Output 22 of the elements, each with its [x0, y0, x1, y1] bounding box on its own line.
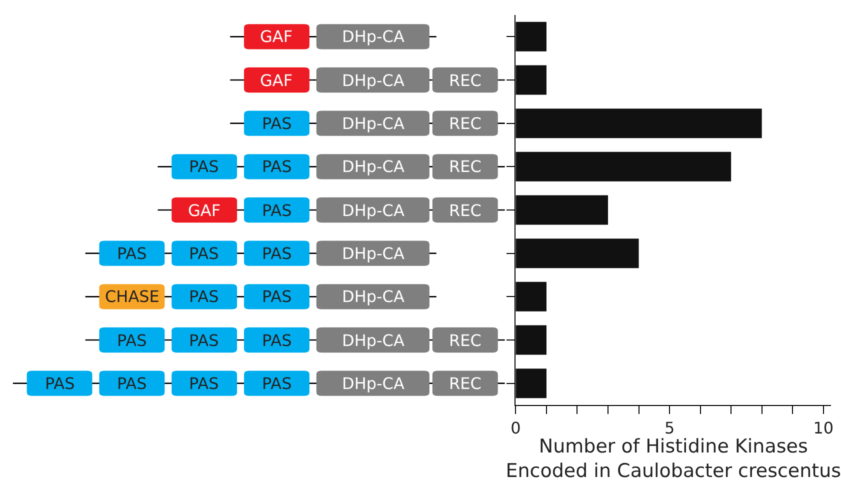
category-label: PAS PAS PAS DHp-CA REC [117, 331, 482, 350]
bar [516, 195, 608, 225]
x-tick-label: 5 [664, 418, 675, 438]
category-label: GAF PAS DHp-CA REC [188, 201, 482, 220]
bar [516, 368, 546, 398]
bar [516, 282, 546, 312]
category-label: CHASE PAS PAS DHp-CA [105, 287, 404, 306]
category-label: PAS PAS DHp-CA REC [189, 157, 482, 176]
category-label: PAS DHp-CA REC [262, 114, 482, 133]
x-tick-label: 10 [813, 418, 834, 438]
bar [516, 238, 639, 268]
bar [516, 152, 732, 182]
x-tick-label: 0 [510, 418, 521, 438]
category-label: PAS PAS PAS DHp-CA [117, 244, 404, 263]
bar [516, 108, 762, 138]
bar [516, 325, 546, 355]
category-label: GAF DHp-CA REC [260, 71, 482, 90]
category-label: GAF DHp-CA [260, 27, 404, 46]
x-axis-title: Number of Histidine Kinases Encoded in Caulobacter crescentus [506, 435, 841, 482]
category-label: PAS PAS PAS PAS DHp-CA REC [45, 374, 482, 393]
bar [516, 65, 546, 95]
bar [516, 22, 546, 52]
